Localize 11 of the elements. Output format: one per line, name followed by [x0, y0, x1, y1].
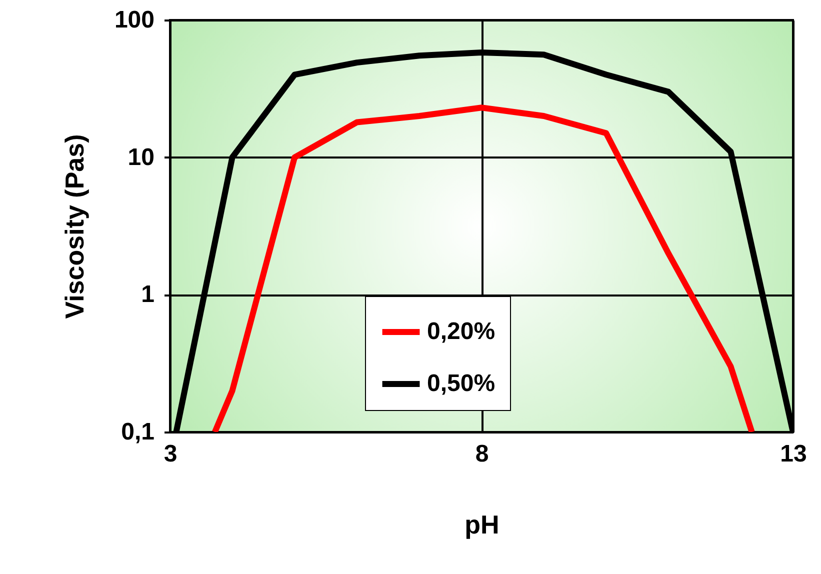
x-tick-label: 8 [475, 440, 489, 468]
legend-label: 0,50% [427, 370, 496, 397]
y-tick-label: 0,1 [121, 418, 154, 446]
y-axis-title: Viscosity (Pas) [59, 134, 90, 319]
x-tick-label: 3 [164, 440, 178, 468]
legend-label: 0,20% [427, 318, 496, 345]
y-tick-label: 100 [114, 6, 154, 34]
y-tick-label: 10 [128, 144, 154, 171]
y-tick-label: 1 [141, 281, 154, 308]
x-axis-title: pH [464, 510, 500, 540]
x-tick-label: 13 [780, 440, 807, 468]
